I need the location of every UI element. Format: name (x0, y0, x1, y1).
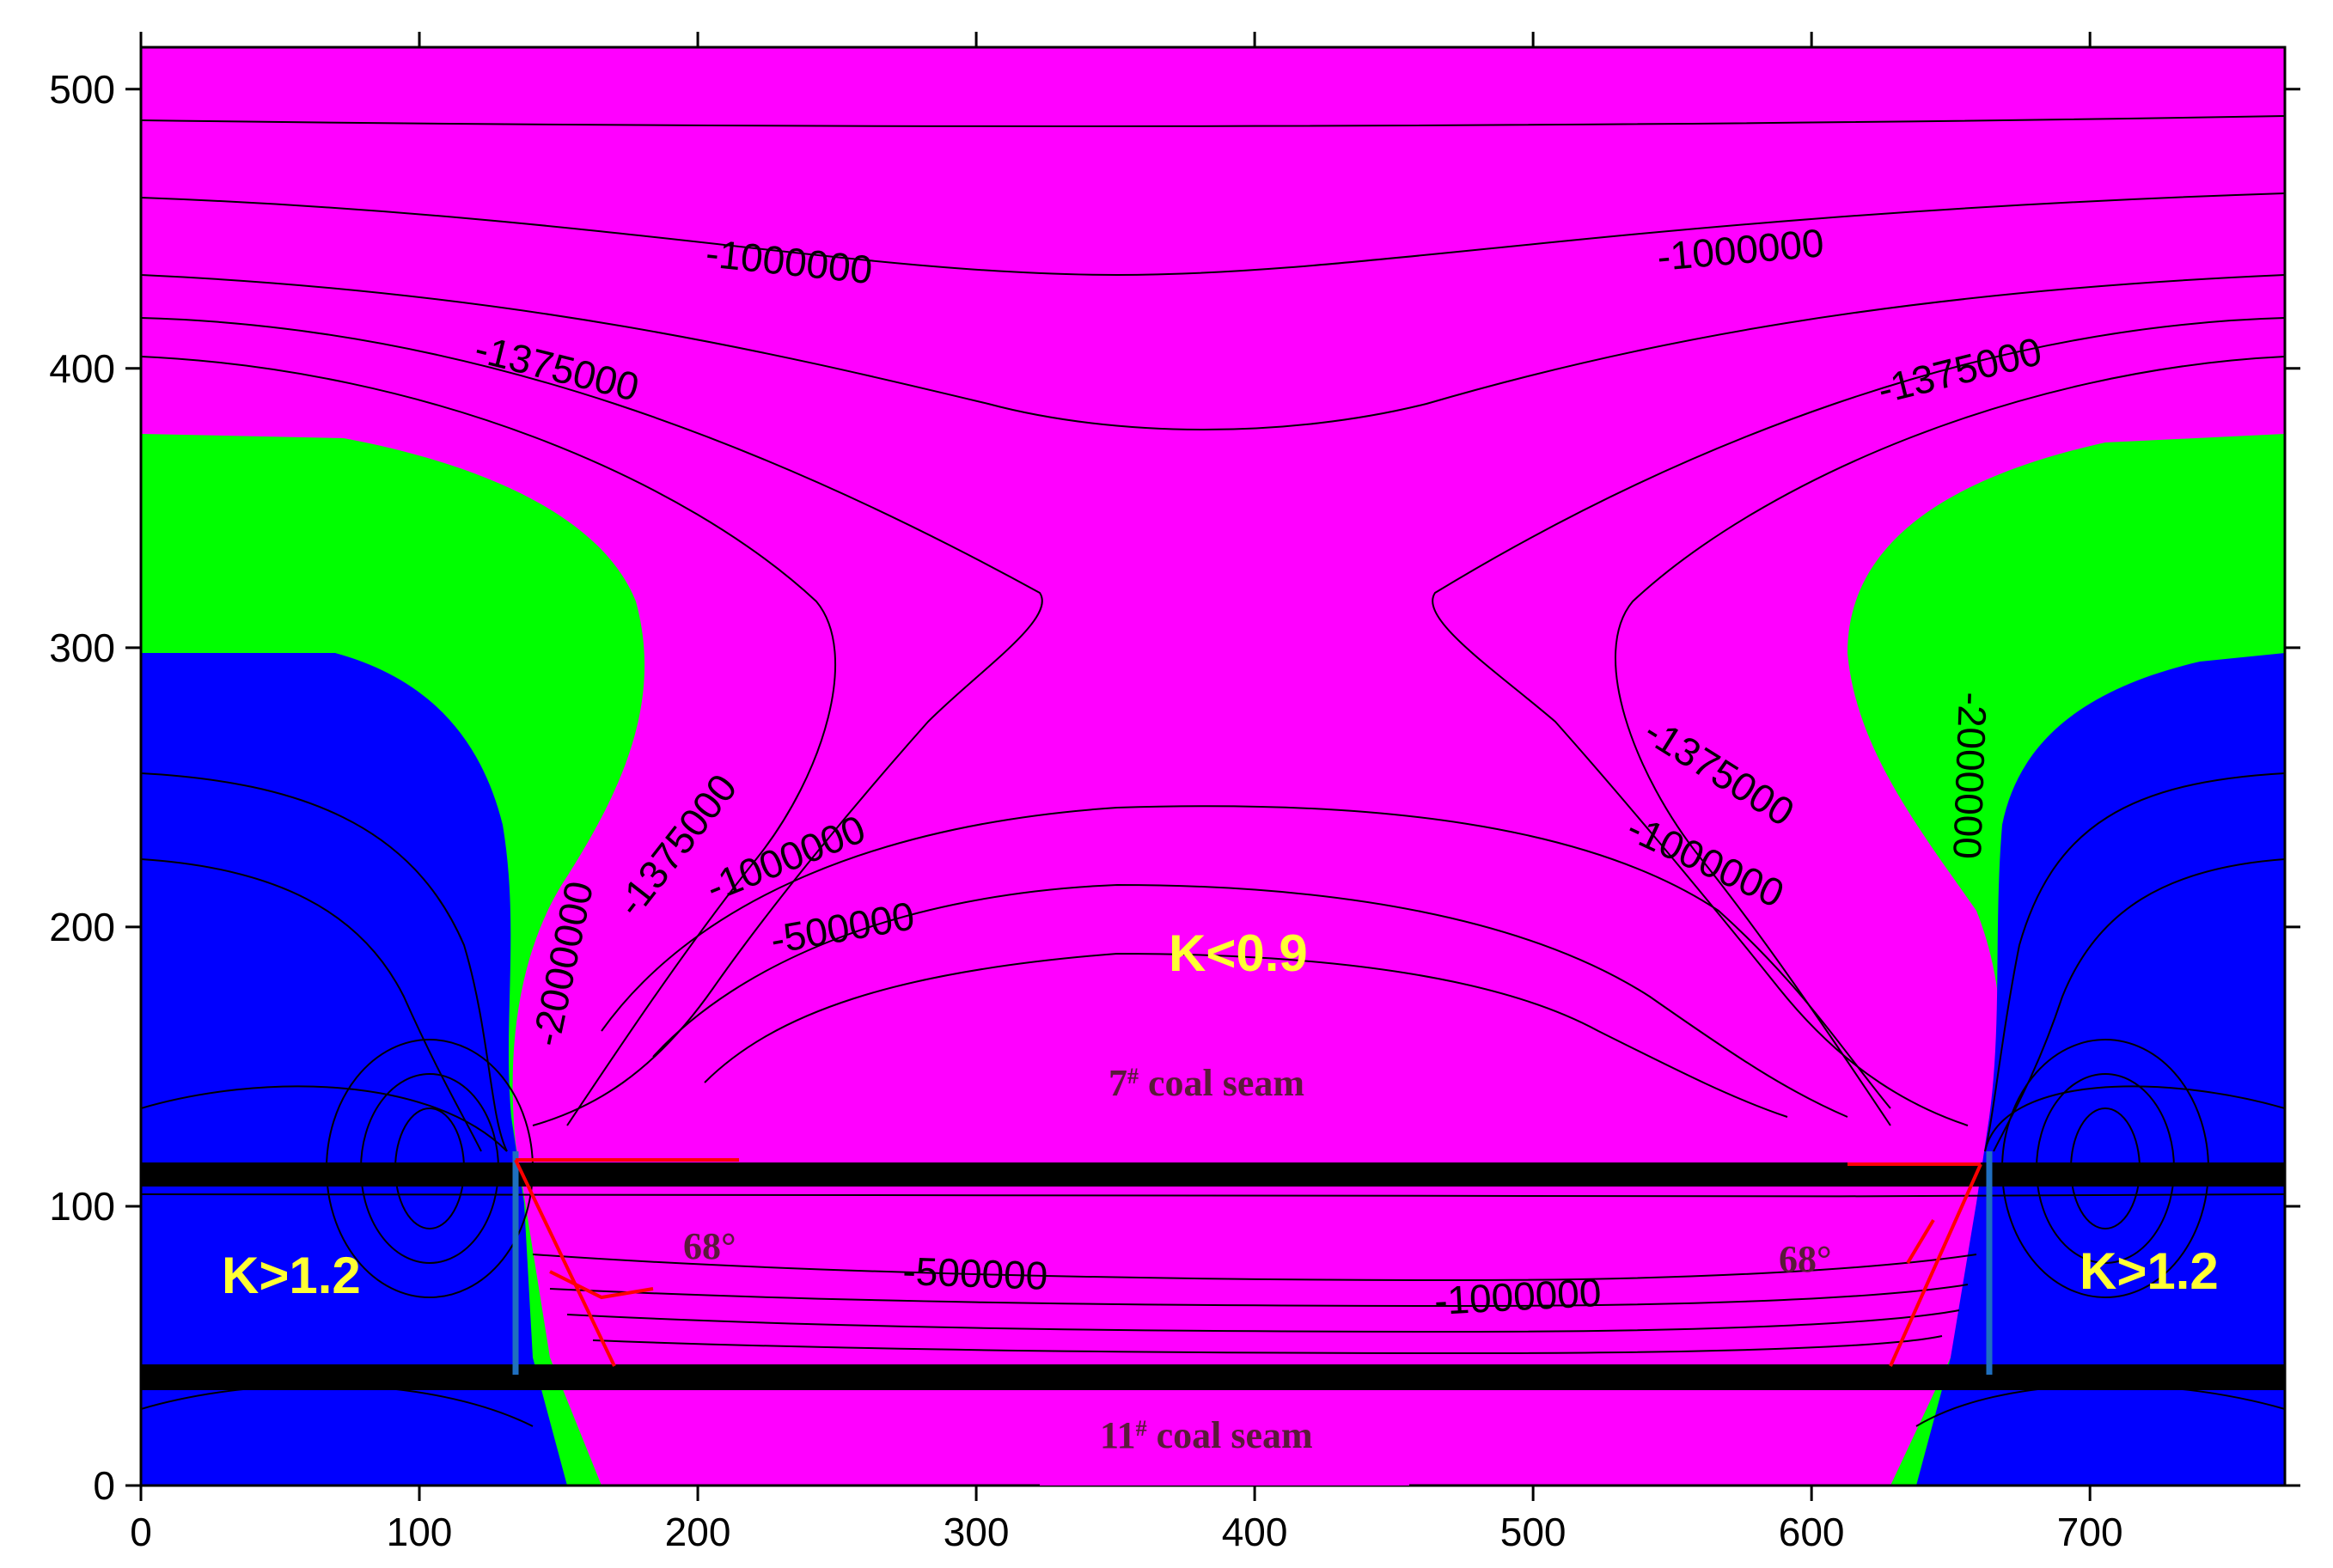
y-tick-label: 100 (49, 1184, 115, 1229)
contour-label: -2000000 (1945, 692, 1995, 860)
contour-label: -1000000 (1433, 1270, 1603, 1323)
x-tick-label: 200 (665, 1510, 731, 1554)
angle-label-right: 68° (1779, 1238, 1832, 1280)
seam-label-11-box (1040, 1392, 1409, 1486)
x-tick-label: 500 (1500, 1510, 1567, 1554)
x-tick-label: 700 (2057, 1510, 2123, 1554)
plot-area (141, 47, 2285, 1486)
x-tick-label: 600 (1779, 1510, 1845, 1554)
zone-label-right: K>1.2 (2080, 1242, 2219, 1300)
y-tick-label: 200 (49, 905, 115, 949)
y-tick-label: 0 (93, 1463, 115, 1508)
seam-label-7: 7# coal seam (1108, 1062, 1304, 1104)
x-tick-label: 400 (1222, 1510, 1288, 1554)
y-tick-label: 400 (49, 346, 115, 391)
field-blue-region-right (1916, 653, 2285, 1486)
contour-lines (141, 115, 2285, 1427)
field-blue-region-left (141, 653, 567, 1486)
x-tick-label: 0 (130, 1510, 152, 1554)
x-tick-label: 300 (944, 1510, 1010, 1554)
angle-label-left: 68° (683, 1225, 736, 1267)
coal-seam-11-band (141, 1364, 2285, 1390)
zone-label-center: K<0.9 (1169, 924, 1308, 982)
y-tick-label: 500 (49, 67, 115, 112)
x-tick-label: 100 (387, 1510, 453, 1554)
seam-label-11: 11# coal seam (1100, 1414, 1313, 1456)
contour-label: -500000 (902, 1248, 1049, 1298)
coal-seam-7-band (141, 1162, 2285, 1187)
y-axis: 0 100 200 300 400 500 (49, 67, 2300, 1508)
y-tick-label: 300 (49, 625, 115, 670)
x-axis: 0 100 200 300 400 500 600 700 (130, 32, 2123, 1554)
zone-label-left: K>1.2 (222, 1247, 361, 1304)
fracture-lines (514, 1158, 1982, 1367)
